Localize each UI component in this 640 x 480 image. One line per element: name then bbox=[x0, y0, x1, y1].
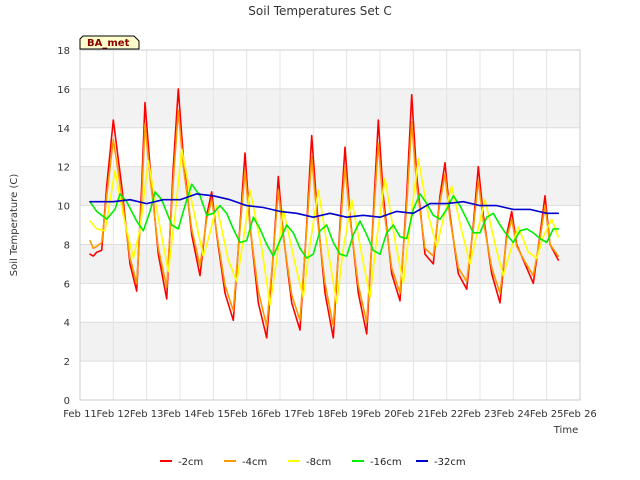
plot-frame bbox=[79, 49, 581, 401]
legend-label: -8cm bbox=[306, 457, 331, 468]
x-tick-label: Feb 26 bbox=[563, 409, 597, 420]
x-tick-label: Feb 25 bbox=[530, 409, 564, 420]
y-tick-label: 10 bbox=[57, 202, 70, 213]
x-axis-label: Time bbox=[553, 425, 578, 436]
x-tick-label: Feb 16 bbox=[230, 409, 264, 420]
y-tick-label: 16 bbox=[57, 85, 70, 96]
x-tick-label: Feb 11 bbox=[63, 409, 97, 420]
chart-title: Soil Temperatures Set C bbox=[248, 4, 391, 18]
x-tick-label: Feb 12 bbox=[97, 409, 131, 420]
series-line-16cm bbox=[89, 183, 560, 259]
series-layer bbox=[89, 88, 560, 339]
legend: -2cm -4cm -8cm -16cm -32cm bbox=[160, 457, 466, 468]
legend-label: -4cm bbox=[242, 457, 267, 468]
y-tick-label: 18 bbox=[57, 46, 70, 57]
x-tick-label: Feb 14 bbox=[163, 409, 197, 420]
x-tick-label: Feb 20 bbox=[363, 409, 397, 420]
station-badge: BA_met bbox=[79, 35, 140, 50]
x-tick-label: Feb 17 bbox=[263, 409, 297, 420]
station-badge-label: BA_met bbox=[87, 38, 130, 49]
x-tick-label: Feb 13 bbox=[130, 409, 164, 420]
y-tick-label: 4 bbox=[64, 318, 70, 329]
x-tick-label: Feb 22 bbox=[430, 409, 464, 420]
series-line-32cm bbox=[89, 193, 560, 218]
y-axis-label: Soil Temperature (C) bbox=[9, 174, 20, 277]
y-axis-ticks: 0 2 4 6 8 10 12 14 16 18 bbox=[57, 46, 70, 407]
y-tick-label: 12 bbox=[57, 163, 70, 174]
y-tick-label: 14 bbox=[57, 124, 70, 135]
x-tick-label: Feb 15 bbox=[197, 409, 231, 420]
legend-label: -2cm bbox=[178, 457, 203, 468]
x-tick-label: Feb 18 bbox=[297, 409, 331, 420]
y-tick-label: 8 bbox=[64, 240, 70, 251]
series-line-4cm bbox=[89, 109, 560, 327]
station-badge-box bbox=[79, 35, 140, 50]
x-tick-label: Feb 21 bbox=[397, 409, 431, 420]
y-tick-label: 2 bbox=[64, 357, 70, 368]
x-axis-ticks: Feb 11 Feb 12 Feb 13 Feb 14 Feb 15 Feb 16 Feb … bbox=[63, 409, 597, 420]
series-line-8cm bbox=[89, 148, 560, 306]
x-tick-label: Feb 24 bbox=[497, 409, 531, 420]
x-tick-label: Feb 23 bbox=[463, 409, 497, 420]
background-band bbox=[80, 88, 580, 128]
legend-label: -16cm bbox=[370, 457, 402, 468]
x-tick-label: Feb 19 bbox=[330, 409, 364, 420]
background-band bbox=[80, 322, 580, 362]
legend-label: -32cm bbox=[434, 457, 466, 468]
y-tick-label: 0 bbox=[64, 396, 70, 407]
y-tick-label: 6 bbox=[64, 279, 70, 290]
